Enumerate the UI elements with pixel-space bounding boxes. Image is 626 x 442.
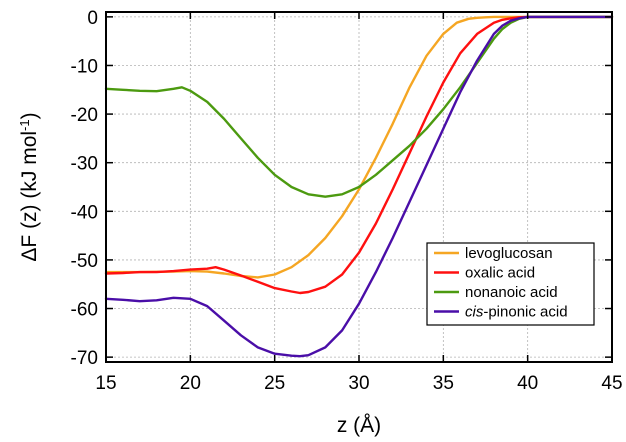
series-line-2 [104, 15, 614, 198]
y-tick-label: -50 [71, 251, 98, 272]
legend: levoglucosan oxalic acid nonanoic acid cis-… [426, 242, 595, 326]
y-tick-label: 0 [87, 8, 98, 29]
legend-label-3: cis-pinonic acid [465, 304, 568, 321]
legend-label-2: nonanoic acid [465, 284, 558, 301]
y-tick-label: -10 [71, 56, 98, 77]
y-tick-label: -40 [71, 202, 98, 223]
x-tick-label: 30 [348, 373, 369, 394]
y-axis-title: ΔF (z) (kJ mol-1) [17, 112, 42, 261]
y-axis-title-superscript: -1 [17, 119, 32, 131]
legend-label-0: levoglucosan [465, 245, 553, 262]
series-group [104, 15, 614, 358]
series-line-1 [104, 15, 614, 295]
x-tick-label: 20 [180, 373, 201, 394]
x-tick-label: 40 [517, 373, 538, 394]
y-tick-label: -60 [71, 300, 98, 321]
y-tick-label: -20 [71, 105, 98, 126]
grid [106, 12, 612, 362]
legend-label-italic: cis [465, 304, 484, 321]
tick-labels-group: 15 20 25 30 35 40 45 0 -10 -20 -30 -40 -50 -60 -70 [71, 8, 623, 394]
ticks-group [105, 12, 613, 362]
y-tick-label: -70 [71, 348, 98, 369]
series-line-3 [104, 15, 614, 358]
x-tick-label: 35 [433, 373, 454, 394]
x-tick-label: 15 [95, 373, 116, 394]
y-axis-title-suffix: ) [18, 112, 41, 119]
legend-label-rest: -pinonic acid [483, 304, 567, 321]
x-axis-title: z (Å) [337, 414, 381, 437]
legend-label-1: oxalic acid [465, 265, 535, 282]
y-axis-title-main: ΔF (z) (kJ mol [18, 131, 41, 262]
y-tick-label: -30 [71, 154, 98, 175]
x-tick-label: 45 [601, 373, 622, 394]
series-line-0 [104, 15, 614, 279]
x-tick-label: 25 [264, 373, 285, 394]
